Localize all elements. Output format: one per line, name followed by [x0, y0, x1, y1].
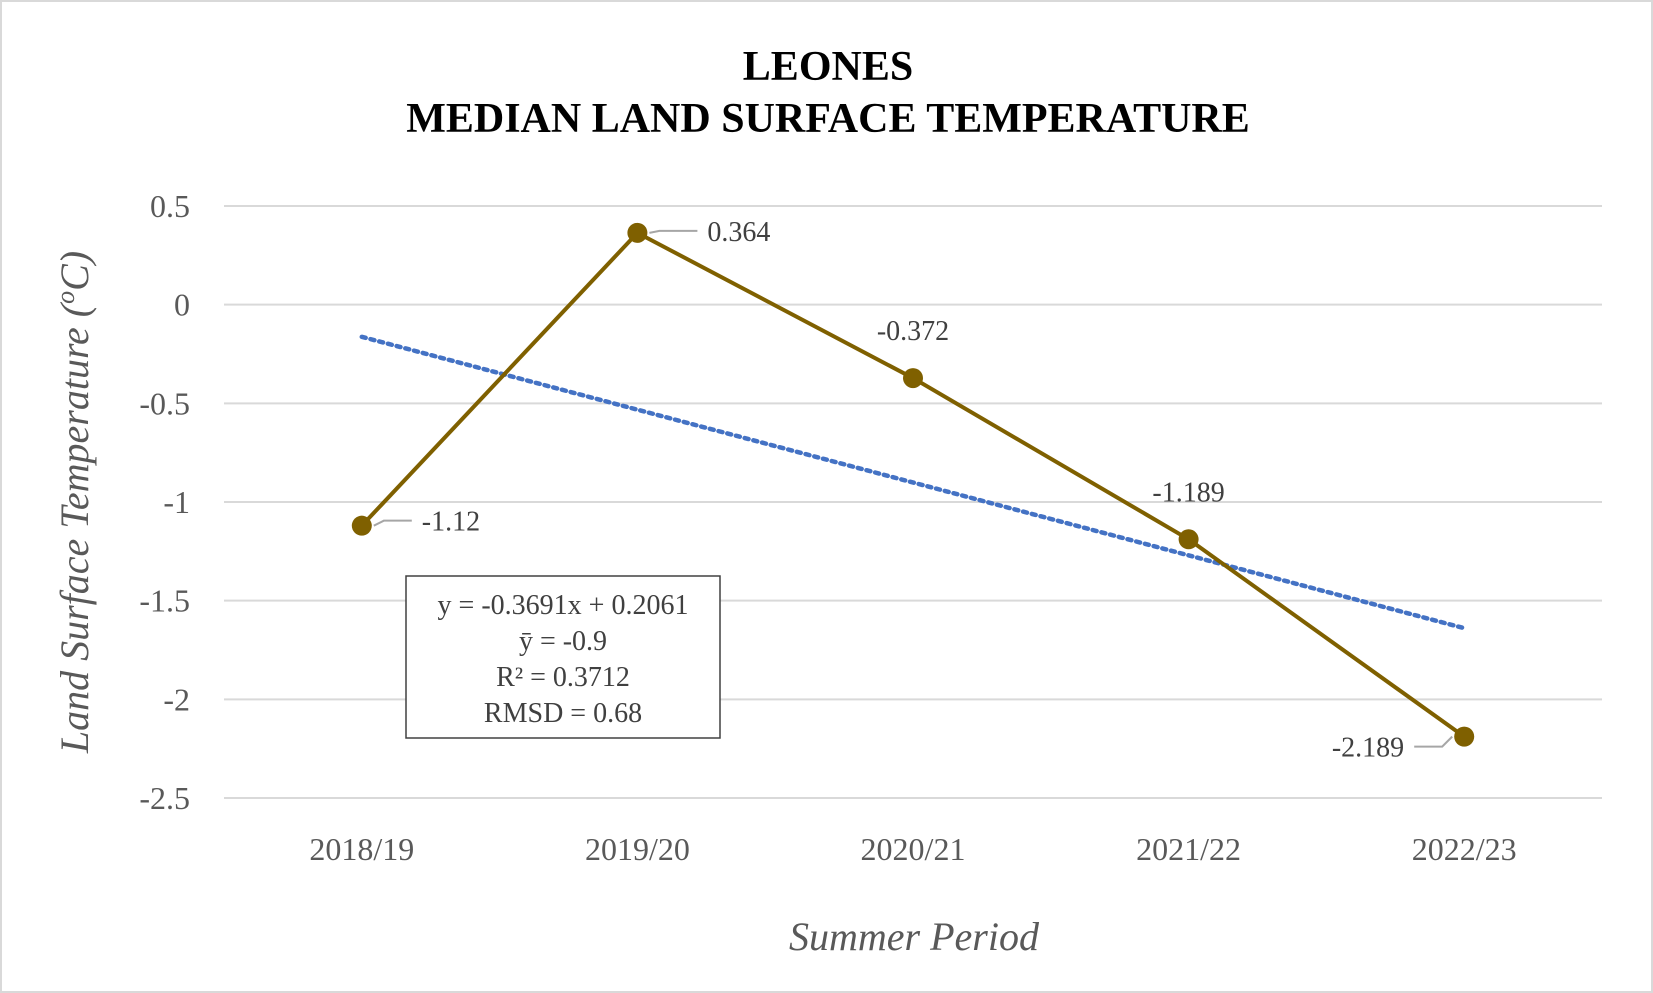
stats-box: y = -0.3691x + 0.2061 ȳ = -0.9 R² = 0.37…	[405, 575, 721, 739]
data-labels: -1.12 0.364 -0.372 -1.189 -2.189	[373, 217, 1453, 764]
y-tick-label-3: -1	[163, 484, 190, 520]
x-tick-label-0: 2018/19	[309, 831, 414, 867]
stats-mean: ȳ = -0.9	[519, 626, 607, 657]
y-axis-title-sup: o	[51, 291, 80, 304]
y-tick-label-6: -2.5	[139, 780, 190, 816]
x-tick-label-2: 2020/21	[861, 831, 966, 867]
stats-rmsd: RMSD = 0.68	[484, 698, 642, 729]
x-tick-label-1: 2019/20	[585, 831, 690, 867]
y-tick-labels: 0.5 0 -0.5 -1 -1.5 -2 -2.5	[139, 188, 190, 816]
data-label-1: 0.364	[707, 217, 770, 248]
y-axis-title-main: Land Surface Temperature (	[52, 301, 97, 754]
data-label-3: -1.189	[1152, 477, 1224, 508]
y-tick-label-2: -0.5	[139, 385, 190, 421]
data-point-1	[627, 222, 648, 243]
stats-r-squared: R² = 0.3712	[496, 662, 630, 693]
data-point-4	[1454, 726, 1475, 747]
y-axis-title-end: C)	[52, 251, 97, 291]
data-label-0: -1.12	[422, 507, 480, 538]
trendline-layer	[359, 334, 1467, 631]
y-tick-label-4: -1.5	[139, 583, 190, 619]
data-label-leader-4	[1414, 735, 1453, 748]
chart-title-line-1: LEONES	[743, 44, 913, 90]
trendline	[359, 334, 1467, 631]
chart-title-line-2: MEDIAN LAND SURFACE TEMPERATURE	[406, 96, 1250, 142]
y-tick-label-1: 0	[174, 287, 190, 323]
y-tick-label-5: -2	[163, 681, 190, 717]
y-axis-title: Land Surface Temperature (oC)	[51, 251, 97, 754]
x-tick-label-4: 2022/23	[1412, 831, 1517, 867]
data-point-3	[1178, 529, 1199, 550]
x-tick-label-3: 2021/22	[1136, 831, 1241, 867]
data-point-0	[351, 515, 372, 536]
y-tick-label-0: 0.5	[150, 188, 190, 224]
stats-box-border	[405, 575, 721, 739]
x-tick-labels: 2018/19 2019/20 2020/21 2021/22 2022/23	[309, 831, 1516, 867]
x-axis-title: Summer Period	[789, 914, 1040, 959]
data-label-2: -0.372	[877, 316, 949, 347]
data-label-4: -2.189	[1332, 733, 1404, 764]
data-point-2	[903, 368, 923, 389]
stats-equation: y = -0.3691x + 0.2061	[438, 590, 689, 621]
series-layer	[351, 222, 1475, 747]
data-label-leader-1	[649, 229, 698, 234]
data-label-leader-0	[373, 519, 412, 527]
